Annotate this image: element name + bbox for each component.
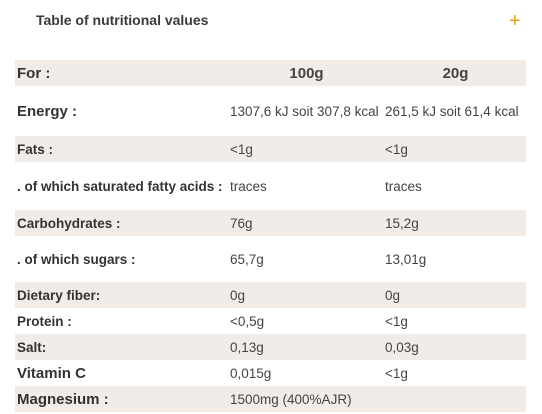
column-header-20g: 20g	[442, 64, 469, 82]
value-20g: 15,2g	[385, 215, 419, 231]
row-label: Magnesium :	[17, 390, 109, 408]
nutrition-accordion-header[interactable]: Table of nutritional values +	[0, 0, 542, 58]
value-20g: traces	[385, 178, 422, 194]
table-header-row: For : 100g 20g	[15, 60, 526, 86]
plus-icon[interactable]: +	[509, 10, 521, 32]
table-row-fats: Fats : <1g <1g	[15, 136, 526, 162]
table-row-salt: Salt: 0,13g 0,03g	[15, 334, 526, 360]
table-row-carbohydrates: Carbohydrates : 76g 15,2g	[15, 210, 526, 236]
row-label: Energy :	[17, 102, 78, 120]
table-row-vitamin-c: Vitamin C 0,015g <1g	[15, 360, 526, 386]
value-20g: 0g	[385, 287, 401, 303]
value-20g: <1g	[385, 365, 408, 381]
value-100g: 65,7g	[230, 251, 264, 267]
value-100g: <1g	[230, 141, 253, 157]
value-100g: traces	[230, 178, 267, 194]
value-100g: 76g	[230, 215, 253, 231]
row-label: Salt:	[17, 339, 47, 355]
value-20g: 261,5 kJ soit 61,4 kcal	[385, 103, 519, 119]
row-label: Protein :	[17, 313, 72, 329]
column-header-100g: 100g	[289, 64, 324, 82]
row-label: . of which sugars :	[17, 251, 136, 267]
value-20g: 0,03g	[385, 339, 419, 355]
value-100g: <0,5g	[230, 313, 265, 329]
column-header-for: For :	[17, 64, 51, 82]
value-100g: 0g	[230, 287, 246, 303]
row-label: Dietary fiber:	[17, 287, 101, 303]
value-20g: <1g	[385, 313, 408, 329]
table-row-magnesium: Magnesium : 1500mg (400%AJR)	[15, 386, 526, 412]
table-row-sugars: . of which sugars : 65,7g 13,01g	[15, 236, 526, 282]
row-label: . of which saturated fatty acids :	[17, 178, 223, 194]
table-row-protein: Protein : <0,5g <1g	[15, 308, 526, 334]
row-label: Vitamin C	[17, 364, 86, 382]
table-row-energy: Energy : 1307,6 kJ soit 307,8 kcal 261,5…	[15, 86, 526, 136]
value-100g: 1500mg (400%AJR)	[230, 391, 352, 407]
row-label: Carbohydrates :	[17, 215, 121, 231]
value-100g: 1307,6 kJ soit 307,8 kcal	[230, 103, 379, 119]
value-100g: 0,015g	[230, 365, 272, 381]
value-100g: 0,13g	[230, 339, 264, 355]
accordion-title: Table of nutritional values	[36, 12, 209, 28]
value-20g: <1g	[385, 141, 408, 157]
table-row-saturated: . of which saturated fatty acids : trace…	[15, 162, 526, 210]
row-label: Fats :	[17, 141, 54, 157]
value-20g	[383, 386, 526, 412]
value-20g: 13,01g	[385, 251, 427, 267]
table-row-fiber: Dietary fiber: 0g 0g	[15, 282, 526, 308]
nutrition-table: For : 100g 20g Energy : 1307,6 kJ soit 3…	[15, 60, 526, 412]
